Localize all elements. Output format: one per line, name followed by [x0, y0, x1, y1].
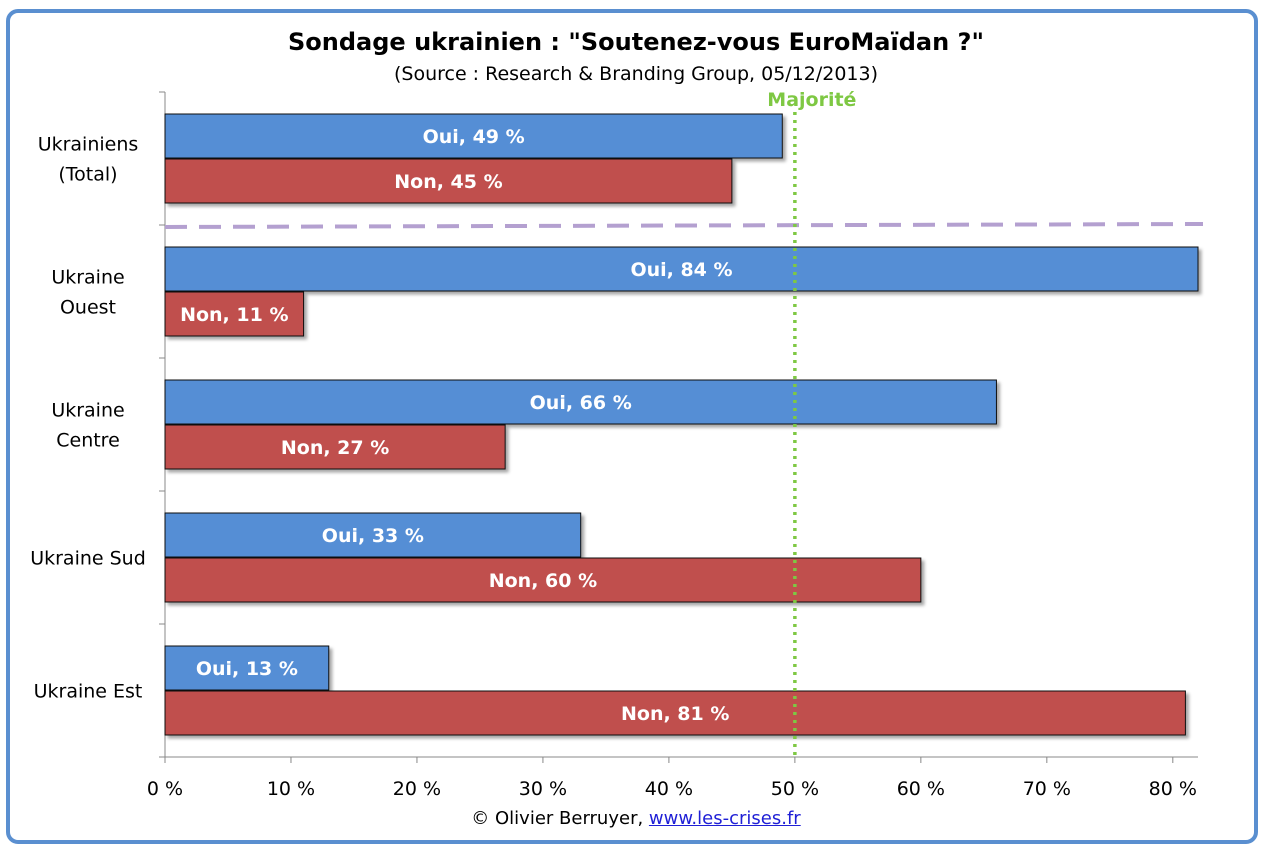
data-label-non: Non, 60 %	[489, 570, 597, 592]
chart-subtitle: (Source : Research & Branding Group, 05/…	[393, 63, 879, 85]
credit-text: © Olivier Berruyer,	[471, 808, 644, 829]
data-label-oui: Oui, 84 %	[630, 259, 732, 281]
category-label: Ukraine Est	[34, 681, 143, 703]
bar-oui	[164, 645, 330, 691]
bar-oui	[164, 512, 582, 558]
data-label-oui: Oui, 66 %	[530, 392, 632, 414]
category-label: Ukrainiens	[38, 134, 139, 156]
bar-oui	[164, 113, 783, 159]
x-tick-label: 40 %	[645, 778, 693, 800]
x-tick-label: 10 %	[267, 778, 315, 800]
x-tick-label: 20 %	[393, 778, 441, 800]
category-label: (Total)	[58, 164, 117, 186]
bar-non	[164, 291, 305, 337]
bar-non	[164, 424, 506, 470]
data-label-oui: Oui, 13 %	[196, 658, 298, 680]
data-label-non: Non, 11 %	[180, 304, 288, 326]
x-tick-label: 80 %	[1149, 778, 1197, 800]
bar-non	[164, 158, 733, 204]
x-tick-label: 30 %	[519, 778, 567, 800]
bar-oui	[164, 379, 997, 425]
data-label-oui: Oui, 49 %	[423, 126, 525, 148]
x-tick-label: 0 %	[147, 778, 183, 800]
bar-oui	[164, 246, 1199, 292]
group-separator-line	[164, 222, 1204, 229]
chart-title: Sondage ukrainien : "Soutenez-vous EuroM…	[288, 28, 984, 56]
bar-non	[164, 690, 1186, 736]
data-label-oui: Oui, 33 %	[322, 525, 424, 547]
data-label-non: Non, 45 %	[394, 171, 502, 193]
category-label: Centre	[56, 430, 120, 452]
credit-link[interactable]: www.les-crises.fr	[648, 808, 801, 829]
x-tick-label: 70 %	[1023, 778, 1071, 800]
category-label: Ukraine	[51, 400, 124, 422]
category-label: Ouest	[60, 297, 116, 319]
category-label: Ukraine	[51, 267, 124, 289]
credit-line: © Olivier Berruyer, www.les-crises.fr	[0, 808, 1272, 829]
category-label: Ukraine Sud	[30, 548, 146, 570]
majority-label: Majorité	[767, 89, 856, 111]
data-label-non: Non, 27 %	[281, 437, 389, 459]
x-tick-label: 60 %	[897, 778, 945, 800]
x-tick-label: 50 %	[771, 778, 819, 800]
data-label-non: Non, 81 %	[621, 703, 729, 725]
